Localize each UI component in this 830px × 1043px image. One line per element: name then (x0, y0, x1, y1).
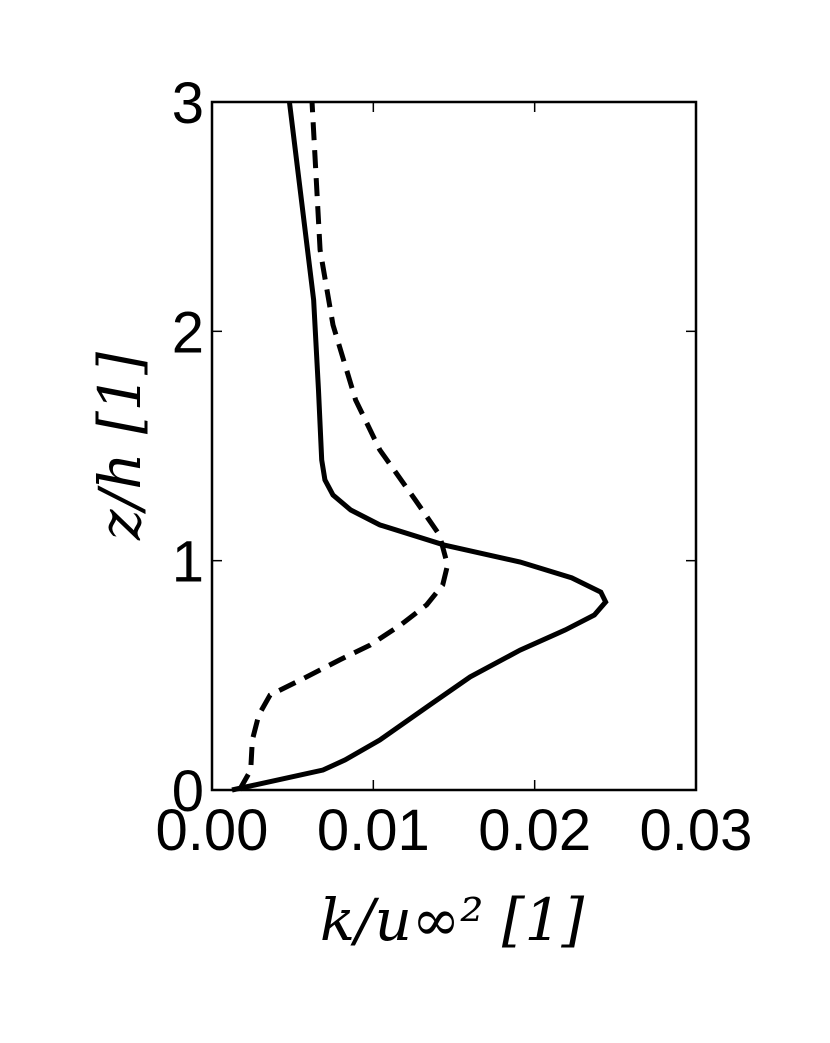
y-tick-label: 1 (172, 530, 204, 595)
x-tick-label: 0.00 (156, 798, 269, 863)
line (231, 101, 609, 793)
x-tick-label: 0.03 (640, 798, 753, 863)
x-axis-label: k/u∞² [1] (320, 886, 585, 954)
x-tick-label: 0.01 (317, 798, 430, 863)
line (237, 101, 451, 792)
plot-frame (210, 100, 698, 792)
y-axis-label: z/h [1] (86, 352, 154, 541)
y-tick-label: 3 (172, 71, 204, 136)
y-tick-label: 0 (172, 759, 204, 824)
x-tick-label: 0.02 (478, 798, 591, 863)
y-tick-label: 2 (172, 300, 204, 365)
